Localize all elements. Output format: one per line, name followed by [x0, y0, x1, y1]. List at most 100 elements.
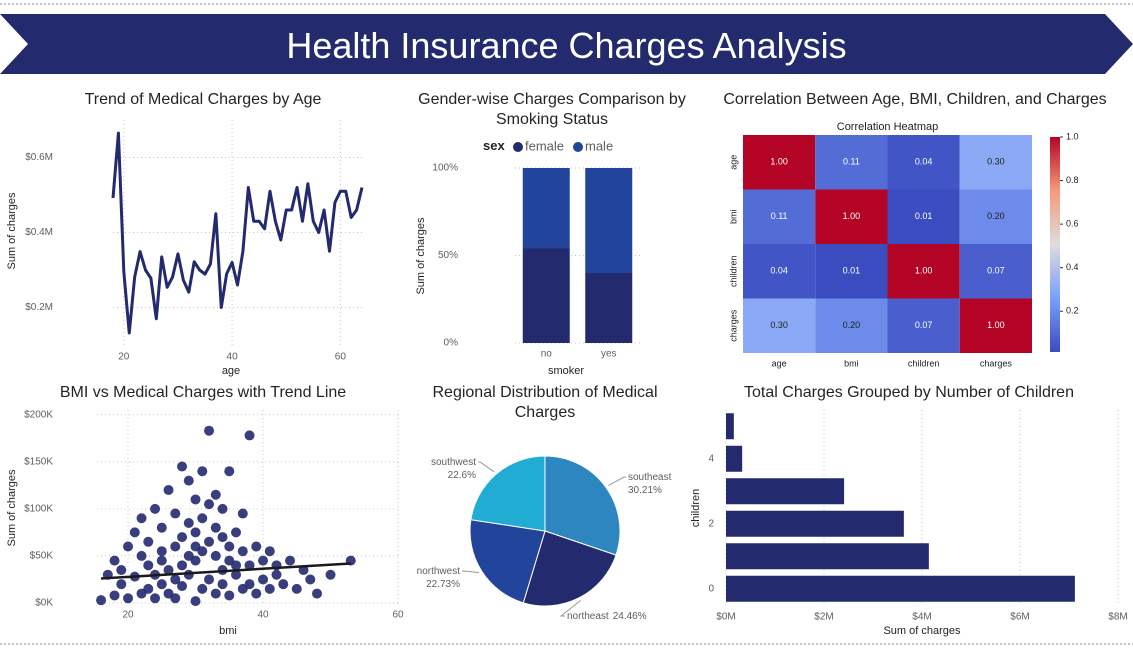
- scatter-point: [258, 574, 269, 585]
- cell-label: 0.30: [987, 157, 1005, 167]
- scatter-point: [197, 583, 208, 594]
- scatter-point: [190, 596, 201, 607]
- scatter-point: [183, 475, 194, 486]
- y-tick-label: $0.2M: [25, 302, 53, 313]
- x-tick-label: 60: [335, 352, 347, 363]
- x-axis-label: age: [222, 365, 240, 377]
- heatmap-cell: [743, 189, 816, 244]
- y-tick-label: 4: [708, 453, 714, 464]
- y-tick-label: 0%: [444, 338, 459, 349]
- scatter-point: [305, 574, 316, 585]
- scatter-point: [170, 541, 181, 552]
- x-tick-label: bmi: [844, 358, 859, 368]
- scatter-point: [325, 569, 336, 580]
- scatter-point: [183, 517, 194, 528]
- scatter-point: [136, 550, 147, 561]
- bar-segment: [585, 168, 633, 273]
- pie-slice: [469, 519, 546, 604]
- chart-title: BMI vs Medical Charges with Trend Line: [59, 384, 347, 401]
- cell-label: 1.00: [770, 157, 788, 167]
- slice-name: northwest: [417, 566, 461, 577]
- cell-label: 0.04: [770, 266, 788, 276]
- scatter-point: [204, 536, 215, 547]
- cell-label: 0.20: [843, 320, 861, 330]
- heatmap-cell: [887, 298, 960, 353]
- y-tick-label: 100%: [432, 163, 458, 174]
- heatmap-cell: [743, 244, 816, 299]
- header-title: Health Insurance Charges Analysis: [286, 25, 847, 66]
- colorbar: [1050, 137, 1060, 352]
- cell-label: 0.01: [915, 211, 933, 221]
- slice-label: southwest 22.6%: [431, 457, 476, 481]
- scatter-point: [244, 430, 255, 441]
- heatmap-cell: [815, 298, 888, 353]
- x-tick-label: 40: [257, 610, 269, 621]
- cell-label: 0.11: [771, 211, 788, 221]
- y-tick-label: $0.4M: [25, 227, 53, 238]
- heatmap-cell: [959, 244, 1032, 299]
- legend-marker: [573, 142, 583, 152]
- scatter-point: [170, 593, 181, 604]
- slice-value: 22.73%: [426, 579, 460, 590]
- scatter-point: [123, 593, 134, 604]
- x-tick-label: 20: [122, 610, 134, 621]
- colorbar-tick-label: 1.0: [1066, 131, 1079, 141]
- y-tick-label: 2: [708, 518, 714, 529]
- scatter-point: [210, 550, 221, 561]
- scatter-point: [109, 555, 120, 566]
- header-banner: [0, 14, 1133, 74]
- x-tick-label: $0M: [716, 612, 735, 623]
- scatter-point: [224, 590, 235, 601]
- scatter-point: [217, 532, 228, 543]
- x-tick-label: age: [772, 358, 787, 368]
- x-tick-label: $2M: [814, 612, 833, 623]
- scatter-point: [197, 546, 208, 557]
- bar-segment: [522, 168, 570, 249]
- bar-segment: [522, 248, 570, 343]
- slice-label: southeast 30.21%: [628, 472, 672, 496]
- scatter-point: [210, 489, 221, 500]
- cell-label: 0.07: [915, 320, 933, 330]
- y-tick-label: $0K: [35, 598, 53, 609]
- scatter-point: [204, 425, 215, 436]
- y-axis-label: Sum of charges: [6, 469, 18, 547]
- slice-name: southwest: [431, 457, 476, 468]
- y-axis-label: children: [690, 489, 702, 528]
- heatmap-cell: [887, 244, 960, 299]
- scatter-point: [96, 595, 107, 606]
- x-axis-label: smoker: [548, 365, 584, 377]
- scatter-point: [312, 588, 323, 599]
- bar: [726, 543, 929, 570]
- scatter-point: [170, 508, 181, 519]
- cell-label: 0.04: [915, 157, 933, 167]
- y-axis-label: Sum of charges: [6, 192, 18, 270]
- scatter-point: [231, 569, 242, 580]
- scatter-point: [136, 513, 147, 524]
- legend-title: sex: [483, 138, 505, 153]
- x-tick-label: $6M: [1010, 612, 1029, 623]
- slice-value: 30.21%: [628, 485, 662, 496]
- heatmap-title: Correlation Heatmap: [837, 121, 939, 133]
- scatter-point: [129, 527, 140, 538]
- scatter-point: [109, 590, 120, 601]
- scatter-point: [231, 527, 242, 538]
- pie-slice: [544, 455, 621, 556]
- scatter-point: [217, 503, 228, 514]
- scatter-point: [204, 499, 215, 510]
- scatter-point: [217, 579, 228, 590]
- slice-name: northeast: [567, 611, 609, 622]
- scatter-point: [156, 522, 167, 533]
- chart-title: Gender-wise Charges Comparison by Smokin…: [418, 91, 686, 128]
- scatter-point: [285, 555, 296, 566]
- scatter-point: [264, 546, 275, 557]
- x-tick-label: $4M: [912, 612, 931, 623]
- scatter-point: [183, 569, 194, 580]
- scatter-point: [244, 579, 255, 590]
- scatter-point: [116, 565, 127, 576]
- chart-title: Trend of Medical Charges by Age: [84, 91, 322, 108]
- scatter-point: [258, 555, 269, 566]
- y-tick-label: 0: [708, 583, 714, 594]
- scatter-point: [197, 513, 208, 524]
